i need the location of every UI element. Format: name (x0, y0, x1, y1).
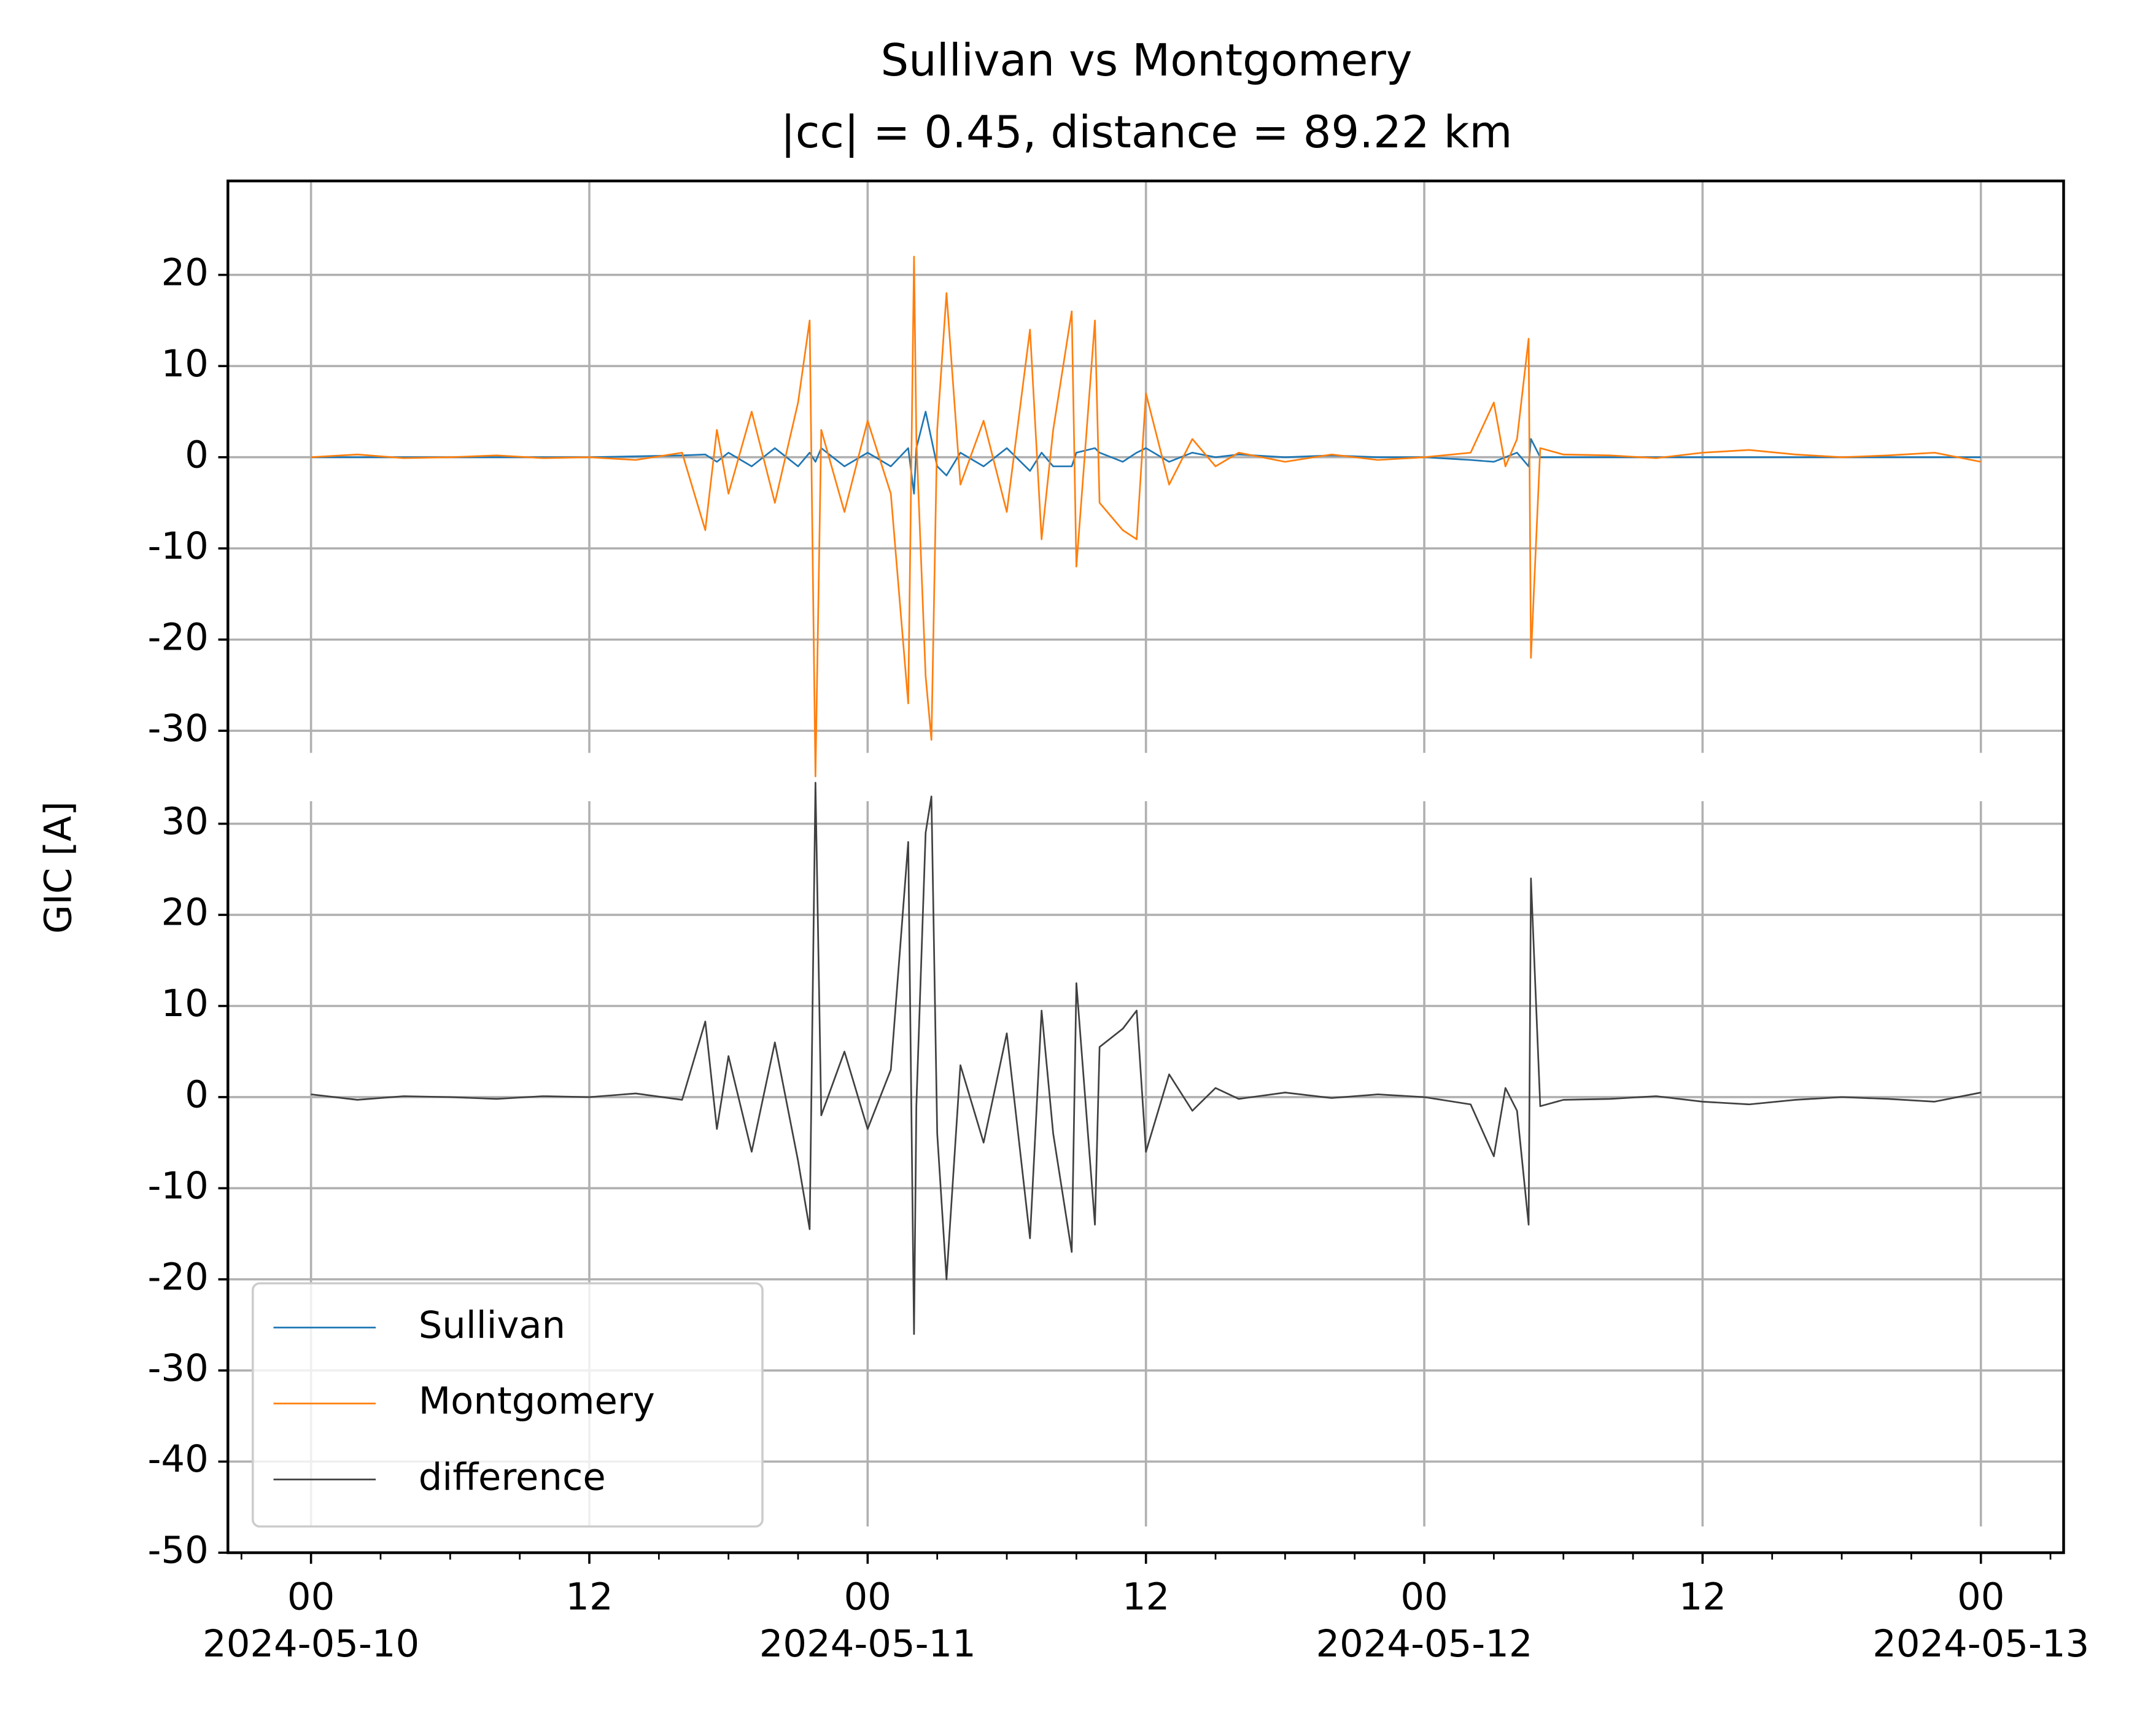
legend-label: Sullivan (419, 1304, 565, 1347)
y-tick-label: 0 (185, 1074, 209, 1117)
series-line (311, 782, 1982, 1335)
x-tick-label: 12 (565, 1576, 613, 1619)
chart-title: Sullivan vs Montgomery (880, 34, 1412, 86)
x-tick-label-box: 12 (1122, 1576, 1170, 1619)
x-tick-label-box: 00 2024-05-11 (759, 1576, 976, 1666)
chart-root: Sullivan vs Montgomery |cc| = 0.45, dist… (37, 34, 2090, 1666)
y-tick-label: -30 (148, 707, 209, 750)
y-tick-label: -10 (148, 525, 209, 568)
x-tick-label: 00 2024-05-12 (1316, 1576, 1533, 1666)
y-tick-label: -40 (148, 1438, 209, 1481)
legend-box (251, 1282, 764, 1528)
legend-label: difference (419, 1456, 606, 1499)
y-tick-label: -10 (148, 1165, 209, 1208)
y-tick-label: 0 (185, 433, 209, 476)
y-tick-label: 10 (161, 982, 208, 1025)
y-tick-label: -30 (148, 1347, 209, 1390)
x-tick-label-box: 12 (565, 1576, 613, 1619)
x-tick-label: 00 2024-05-11 (759, 1576, 976, 1666)
x-tick-label-box: 00 2024-05-12 (1316, 1576, 1533, 1666)
x-tick-label: 00 2024-05-13 (1872, 1576, 2090, 1666)
series-line (311, 411, 1981, 495)
y-tick-label: 30 (161, 800, 208, 843)
y-tick-label: 10 (161, 343, 208, 386)
y-tick-label: -20 (148, 616, 209, 659)
legend: Sullivan Montgomery difference (251, 1282, 764, 1528)
chart-subtitle: |cc| = 0.45, distance = 89.22 km (781, 106, 1513, 158)
x-tick-label: 12 (1122, 1576, 1170, 1619)
x-tick-label: 00 2024-05-10 (203, 1576, 420, 1666)
legend-label: Montgomery (419, 1380, 655, 1423)
y-tick-label: 20 (161, 891, 208, 934)
x-tick-label: 12 (1678, 1576, 1727, 1619)
series-line (311, 255, 1982, 777)
y-tick-label: -50 (148, 1529, 209, 1572)
x-tick-label-box: 00 2024-05-10 (203, 1576, 420, 1666)
y-axis-label: GIC [A] (37, 801, 80, 934)
y-tick-label: 20 (161, 251, 208, 294)
y-tick-label: -20 (148, 1256, 209, 1299)
x-tick-label-box: 12 (1678, 1576, 1727, 1619)
x-tick-label-box: 00 2024-05-13 (1872, 1576, 2090, 1666)
